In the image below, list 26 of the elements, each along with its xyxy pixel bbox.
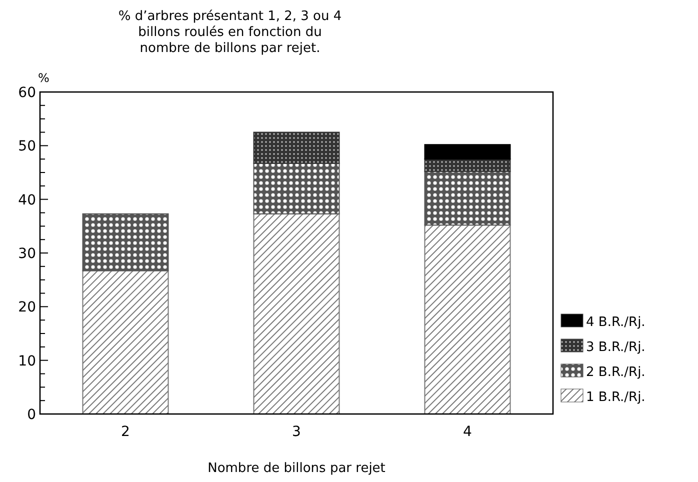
- legend-label: 1 B.R./Rj.: [586, 390, 646, 405]
- bar: [82, 270, 169, 414]
- bar: [253, 213, 340, 414]
- y-tick-label: 30: [18, 246, 36, 262]
- y-tick-label: 0: [27, 407, 36, 423]
- chart-title: % d’arbres présentant 1, 2, 3 ou 4 billons roulés en fonction du nombre de billons par rejet.: [118, 9, 342, 56]
- legend-label: 2 B.R./Rj.: [586, 365, 646, 380]
- x-axis-title: Nombre de billons par rejet: [208, 461, 386, 476]
- bar: [253, 132, 340, 164]
- bar: [424, 144, 511, 160]
- bar: [424, 158, 511, 172]
- bar: [253, 162, 340, 214]
- bar: [424, 224, 511, 414]
- x-tick-label: 2: [121, 424, 130, 440]
- y-tick-label: 20: [18, 300, 36, 316]
- y-tick-label: 50: [18, 138, 36, 155]
- legend-label: 3 B.R./Rj.: [586, 340, 646, 355]
- y-tick-label: 40: [18, 192, 36, 208]
- bar: [82, 213, 169, 272]
- x-tick-label: 3: [292, 424, 301, 440]
- x-tick-label: 4: [463, 424, 472, 440]
- bar: [424, 170, 511, 226]
- y-tick-label: 10: [18, 353, 36, 370]
- y-axis-title: %: [38, 71, 50, 85]
- legend-label: 4 B.R./Rj.: [586, 315, 646, 330]
- y-tick-label: 60: [18, 85, 36, 101]
